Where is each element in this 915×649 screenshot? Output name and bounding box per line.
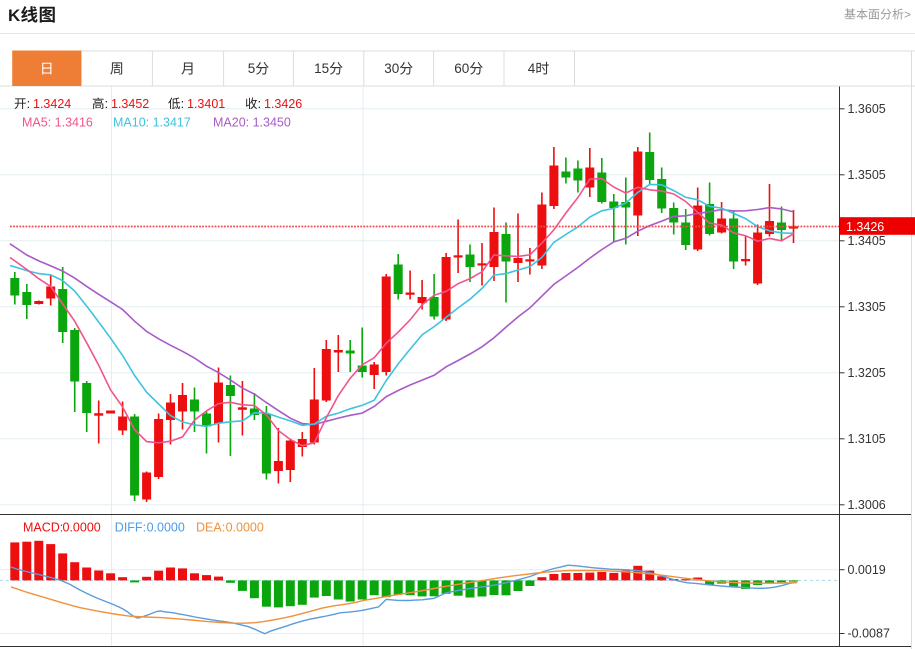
svg-text:1.3305: 1.3305 (848, 300, 886, 314)
svg-text:MACD:: MACD: (23, 521, 63, 535)
svg-text:5: 5 (248, 61, 256, 76)
svg-text:15: 15 (314, 61, 329, 76)
svg-text:1.3401: 1.3401 (187, 97, 225, 111)
svg-text:K: K (8, 6, 21, 25)
svg-text:60: 60 (454, 61, 469, 76)
svg-text:MA5: 1.3416: MA5: 1.3416 (22, 116, 93, 130)
svg-text::: : (105, 97, 108, 111)
svg-text:0.0000: 0.0000 (147, 521, 185, 535)
svg-text:1.3424: 1.3424 (33, 97, 71, 111)
svg-text:1.3105: 1.3105 (848, 432, 886, 446)
svg-text::: : (181, 97, 184, 111)
svg-text::: : (258, 97, 261, 111)
svg-text:DIFF:: DIFF: (115, 521, 146, 535)
svg-text:0.0019: 0.0019 (848, 563, 886, 577)
svg-text:-0.0087: -0.0087 (848, 627, 890, 641)
svg-text:30: 30 (384, 61, 399, 76)
svg-text:1.3006: 1.3006 (848, 498, 886, 512)
svg-text:1.3405: 1.3405 (848, 234, 886, 248)
svg-text:1.3605: 1.3605 (848, 102, 886, 116)
svg-text:1.3452: 1.3452 (111, 97, 149, 111)
svg-text::: : (27, 97, 30, 111)
svg-text:1.3505: 1.3505 (848, 168, 886, 182)
svg-text:1.3205: 1.3205 (848, 366, 886, 380)
svg-text:MA20: 1.3450: MA20: 1.3450 (213, 116, 291, 130)
svg-text:MA10: 1.3417: MA10: 1.3417 (113, 116, 191, 130)
svg-text:0.0000: 0.0000 (63, 521, 101, 535)
svg-text:1.3426: 1.3426 (846, 220, 884, 234)
svg-text:0.0000: 0.0000 (226, 521, 264, 535)
svg-text:>: > (904, 8, 911, 22)
svg-text:DEA:: DEA: (196, 521, 225, 535)
svg-text:4: 4 (528, 61, 536, 76)
svg-text:1.3426: 1.3426 (264, 97, 302, 111)
